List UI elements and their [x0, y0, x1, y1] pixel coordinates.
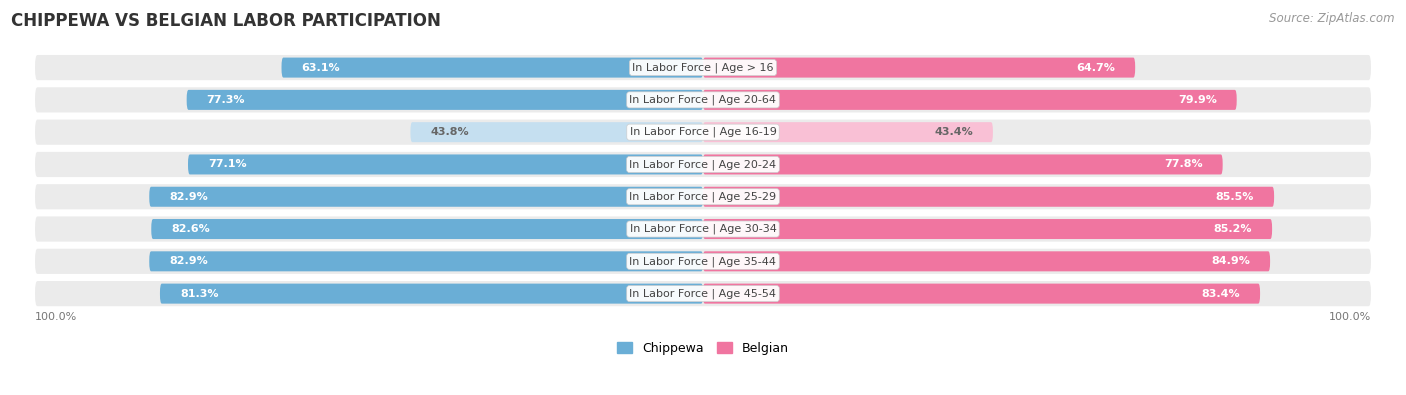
Text: 64.7%: 64.7%	[1076, 62, 1115, 73]
Text: 82.9%: 82.9%	[169, 256, 208, 266]
FancyBboxPatch shape	[188, 154, 703, 175]
FancyBboxPatch shape	[703, 187, 1274, 207]
Text: 82.9%: 82.9%	[169, 192, 208, 202]
FancyBboxPatch shape	[703, 122, 993, 142]
FancyBboxPatch shape	[149, 251, 703, 271]
Text: 77.3%: 77.3%	[207, 95, 245, 105]
Text: 81.3%: 81.3%	[180, 289, 218, 299]
FancyBboxPatch shape	[35, 281, 1371, 306]
Text: 100.0%: 100.0%	[1329, 312, 1371, 322]
Text: CHIPPEWA VS BELGIAN LABOR PARTICIPATION: CHIPPEWA VS BELGIAN LABOR PARTICIPATION	[11, 12, 441, 30]
Text: 83.4%: 83.4%	[1201, 289, 1240, 299]
Text: 63.1%: 63.1%	[301, 62, 340, 73]
FancyBboxPatch shape	[152, 219, 703, 239]
Text: In Labor Force | Age 16-19: In Labor Force | Age 16-19	[630, 127, 776, 137]
FancyBboxPatch shape	[703, 154, 1223, 175]
Text: 77.8%: 77.8%	[1164, 160, 1202, 169]
Text: 85.2%: 85.2%	[1213, 224, 1253, 234]
Text: 43.4%: 43.4%	[934, 127, 973, 137]
Legend: Chippewa, Belgian: Chippewa, Belgian	[617, 342, 789, 355]
Text: In Labor Force | Age 35-44: In Labor Force | Age 35-44	[630, 256, 776, 267]
FancyBboxPatch shape	[703, 58, 1135, 77]
Text: 43.8%: 43.8%	[430, 127, 470, 137]
Text: 79.9%: 79.9%	[1178, 95, 1216, 105]
FancyBboxPatch shape	[160, 284, 703, 304]
FancyBboxPatch shape	[35, 184, 1371, 209]
FancyBboxPatch shape	[35, 120, 1371, 145]
FancyBboxPatch shape	[35, 55, 1371, 80]
Text: Source: ZipAtlas.com: Source: ZipAtlas.com	[1270, 12, 1395, 25]
FancyBboxPatch shape	[411, 122, 703, 142]
Text: 84.9%: 84.9%	[1211, 256, 1250, 266]
Text: In Labor Force | Age 20-64: In Labor Force | Age 20-64	[630, 95, 776, 105]
FancyBboxPatch shape	[703, 90, 1237, 110]
FancyBboxPatch shape	[703, 284, 1260, 304]
Text: 82.6%: 82.6%	[172, 224, 209, 234]
Text: 77.1%: 77.1%	[208, 160, 246, 169]
Text: In Labor Force | Age 20-24: In Labor Force | Age 20-24	[630, 159, 776, 170]
Text: 100.0%: 100.0%	[35, 312, 77, 322]
FancyBboxPatch shape	[703, 251, 1270, 271]
Text: In Labor Force | Age 25-29: In Labor Force | Age 25-29	[630, 192, 776, 202]
Text: In Labor Force | Age 30-34: In Labor Force | Age 30-34	[630, 224, 776, 234]
Text: 85.5%: 85.5%	[1216, 192, 1254, 202]
FancyBboxPatch shape	[35, 152, 1371, 177]
FancyBboxPatch shape	[703, 219, 1272, 239]
FancyBboxPatch shape	[281, 58, 703, 77]
Text: In Labor Force | Age 45-54: In Labor Force | Age 45-54	[630, 288, 776, 299]
FancyBboxPatch shape	[35, 216, 1371, 242]
Text: In Labor Force | Age > 16: In Labor Force | Age > 16	[633, 62, 773, 73]
FancyBboxPatch shape	[35, 87, 1371, 113]
FancyBboxPatch shape	[187, 90, 703, 110]
FancyBboxPatch shape	[35, 249, 1371, 274]
FancyBboxPatch shape	[149, 187, 703, 207]
